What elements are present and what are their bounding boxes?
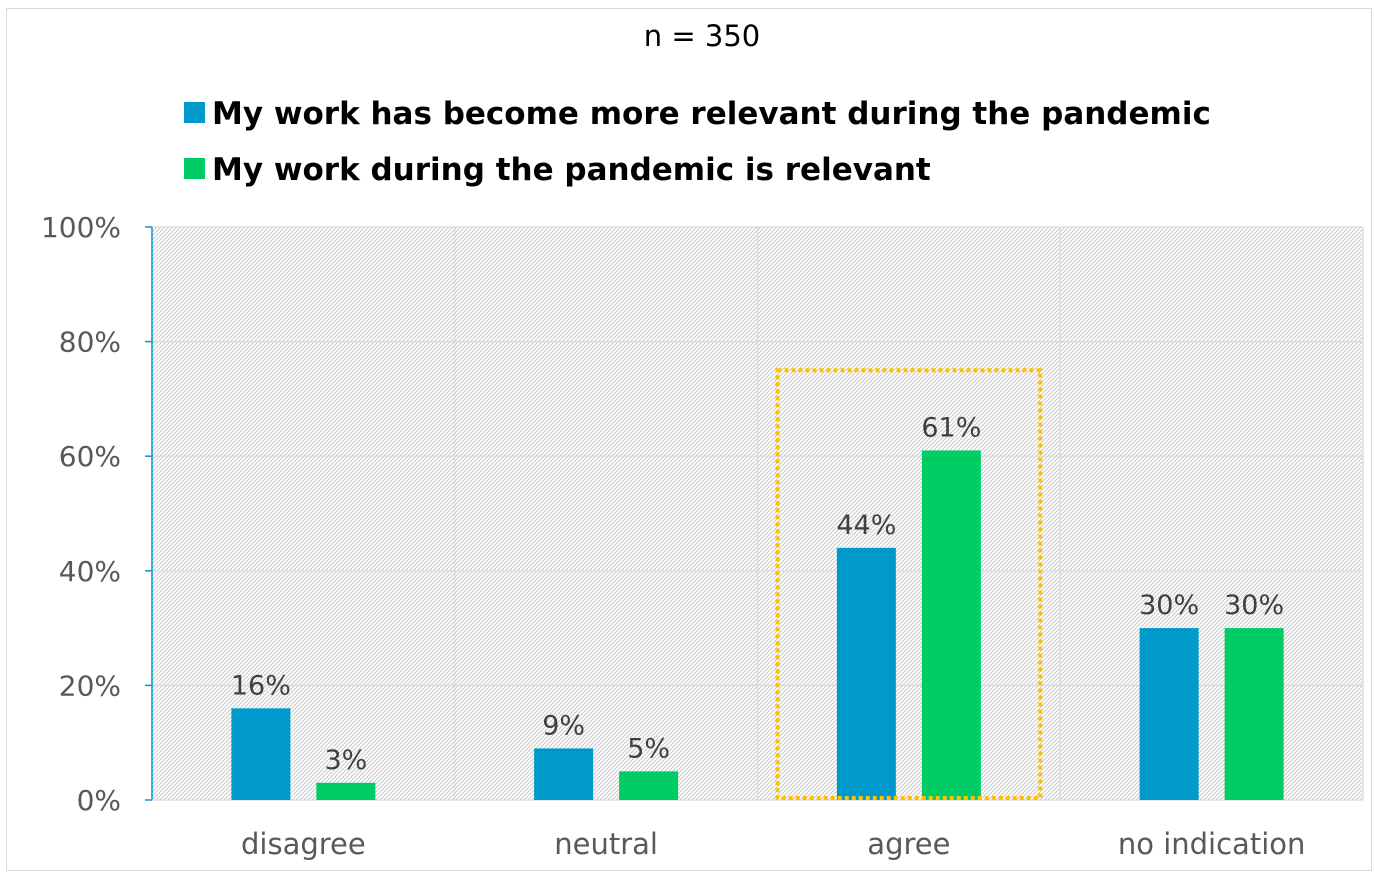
x-category-labels: disagree neutral agree no indication [241,827,1305,861]
legend-label-1: My work has become more relevant during … [212,96,1211,132]
legend: My work has become more relevant during … [184,96,1211,188]
chart-subtitle: n = 350 [644,19,760,53]
y-tick-label: 100% [41,211,121,244]
x-category-label: neutral [554,827,658,861]
highlight-box [775,368,1043,800]
data-labels: 16% 9% 44% 30% 3% 5% 61% 30% [231,412,1284,775]
bar-series2-no-indication [1224,628,1284,800]
y-tick-label: 40% [59,555,121,588]
legend-swatch-2 [184,158,205,179]
legend-swatch-1 [184,102,205,123]
legend-label-2: My work during the pandemic is relevant [212,152,931,188]
data-label: 5% [627,733,670,764]
bar-series1-disagree [231,708,291,800]
data-label: 9% [542,710,585,741]
data-label: 30% [1139,590,1199,621]
x-category-label: disagree [241,827,366,861]
x-category-label: no indication [1118,827,1306,861]
data-label: 16% [231,670,291,701]
y-tick-label: 60% [59,440,121,473]
bar-series1-no-indication [1139,628,1199,800]
data-label: 44% [836,510,896,541]
highlight-rect [775,368,1043,800]
data-label: 30% [1224,590,1284,621]
bar-series2-neutral [619,771,679,800]
y-tick-labels: 0% 20% 40% 60% 80% 100% [41,211,121,817]
bar-series1-neutral [534,748,594,800]
bar-series1-agree [836,547,896,800]
bar-series2-agree [921,450,981,800]
y-tick-label: 20% [59,669,121,702]
x-category-label: agree [867,827,950,861]
bars [231,450,1284,800]
chart-frame [6,8,1372,871]
data-label: 3% [324,745,367,776]
data-label: 61% [921,412,981,443]
y-tick-label: 80% [59,326,121,359]
y-tick-label: 0% [77,784,121,817]
bar-series2-disagree [316,782,376,800]
